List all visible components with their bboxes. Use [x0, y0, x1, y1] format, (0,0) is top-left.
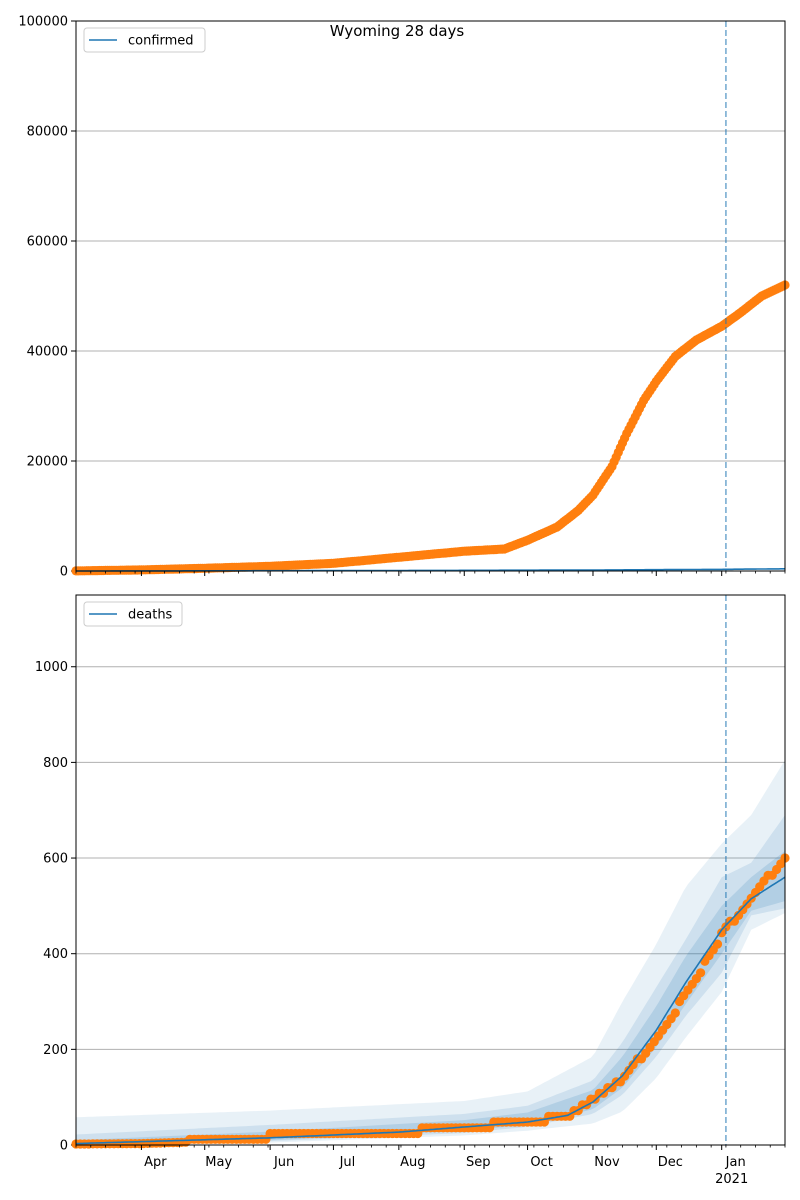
x-tick-label: Jan [725, 1155, 746, 1170]
y-tick-label: 0 [60, 565, 68, 580]
x-tick-label: Oct [530, 1155, 552, 1170]
observed-point [696, 968, 706, 978]
x-tick-label: Aug [400, 1155, 425, 1170]
x-tick-label: Jun [273, 1155, 294, 1170]
y-tick-label: 0 [60, 1139, 68, 1154]
legend-label: confirmed [128, 34, 194, 49]
confirmed-panel: 0 20000 40000 60000 80000 100000 confirmed [18, 15, 790, 580]
legend-box [83, 27, 206, 53]
observed-point [712, 939, 723, 949]
legend-box [83, 601, 183, 627]
y-tick-label: 800 [43, 756, 68, 771]
confidence-band-outer [76, 760, 785, 1145]
x-year-label: 2021 [715, 1172, 748, 1187]
y-tick-label: 200 [43, 1043, 68, 1058]
x-tick-label: Jul [339, 1155, 356, 1170]
y-tick-label: 40000 [27, 345, 68, 360]
model-line-deaths [75, 876, 786, 1145]
x-tick-label: Apr [144, 1155, 167, 1170]
observed-point [670, 1008, 680, 1018]
y-tick-label: 600 [43, 852, 68, 867]
axes-frame [75, 594, 786, 1146]
y-tick-label: 20000 [27, 455, 68, 470]
x-tick-label: Dec [658, 1155, 683, 1170]
y-tick-label: 80000 [27, 125, 68, 140]
y-tick-label: 60000 [27, 235, 68, 250]
confidence-band-middle [76, 815, 785, 1145]
figure-title: Wyoming 28 days [330, 22, 465, 40]
legend-label: deaths [128, 608, 173, 623]
deaths-panel: 0 200 400 600 800 1000 Apr May Jun Jul Aug Sep Oct No… [35, 594, 790, 1187]
x-tick-label: Nov [594, 1155, 620, 1170]
y-tick-label: 400 [43, 947, 68, 962]
axes-frame [75, 20, 786, 572]
x-tick-label: May [205, 1155, 232, 1170]
y-tick-label: 100000 [18, 15, 68, 30]
y-tick-label: 1000 [35, 660, 68, 675]
x-tick-label: Sep [466, 1155, 491, 1170]
